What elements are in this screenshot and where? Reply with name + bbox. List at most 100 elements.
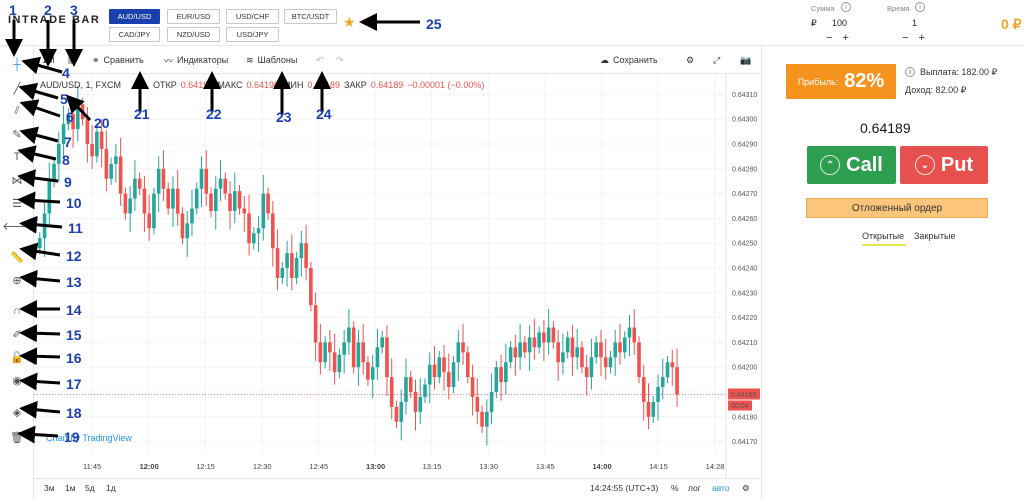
time-stepper[interactable]: − + (902, 32, 925, 44)
annotation-arrow (17, 191, 61, 210)
pair-usd-jpy[interactable]: USD/JPY (226, 27, 279, 42)
price-chart[interactable]: 0.64310 0.64300 0.64290 0.64280 0.64270 0.642… (34, 74, 760, 478)
pair-btc-usdt[interactable]: BTC/USDT (284, 9, 337, 24)
candle (147, 213, 151, 229)
candle (237, 191, 242, 209)
eye-icon[interactable]: ◉ (12, 374, 22, 387)
candle (137, 178, 142, 189)
sum-info-icon[interactable]: i (841, 2, 851, 12)
candle (442, 357, 446, 373)
range-1d[interactable]: 1д (106, 483, 116, 493)
save-button[interactable]: ☁ Сохранить (600, 46, 658, 74)
candle (394, 406, 399, 422)
percent-toggle[interactable]: % (671, 483, 679, 493)
indicators-button[interactable]: 〰 Индикаторы (164, 46, 228, 74)
pair-nzd-usd[interactable]: NZD/USD (167, 27, 220, 42)
time-input[interactable]: 1 (912, 18, 918, 28)
legend-open-label: ОТКР (153, 80, 177, 90)
candle (641, 377, 646, 402)
text-icon[interactable]: T (13, 151, 21, 163)
templates-button[interactable]: ≋ Шаблоны (246, 46, 297, 74)
annotation-number: 22 (206, 106, 222, 122)
candle (480, 411, 484, 427)
candle (599, 342, 603, 358)
put-label: Put (940, 153, 974, 176)
time-info-icon[interactable]: i (915, 2, 925, 12)
time-plus-button[interactable]: + (918, 32, 925, 44)
time-minus-button[interactable]: − (902, 32, 909, 44)
candle (180, 213, 185, 239)
sum-minus-button[interactable]: − (826, 32, 833, 44)
candle (613, 342, 618, 358)
tab-open[interactable]: Открытые (862, 231, 905, 241)
pair-aud-usd[interactable]: AUD/USD (109, 9, 160, 24)
countdown-label: 00:04 (731, 403, 749, 410)
annotation-number: 2 (44, 2, 52, 18)
candle (304, 243, 308, 268)
pair-cad-jpy[interactable]: CAD/JPY (109, 27, 160, 42)
sum-plus-button[interactable]: + (842, 32, 849, 44)
sum-input[interactable]: 100 (832, 18, 848, 28)
candle (670, 362, 675, 368)
range-3m[interactable]: 3м (44, 483, 55, 493)
camera-icon[interactable]: 📷 (740, 54, 752, 65)
candle (294, 258, 299, 278)
put-button[interactable]: ⌄ Put (900, 146, 988, 184)
annotation-number: 9 (64, 174, 72, 190)
candle (247, 213, 251, 244)
undo-icon[interactable]: ↶ (316, 54, 324, 65)
candle (518, 342, 522, 358)
candle (204, 168, 209, 194)
tab-closed[interactable]: Закрытые (914, 231, 956, 241)
auto-toggle[interactable]: авто (712, 483, 730, 493)
candle (499, 367, 503, 383)
log-toggle[interactable]: лог (688, 483, 701, 493)
pattern-icon[interactable]: ⋈ (11, 174, 23, 187)
redo-icon[interactable]: ↷ (336, 54, 344, 65)
layers-icon[interactable]: ◈ (12, 406, 22, 419)
current-price: 0.64189 (860, 120, 911, 136)
bottom-settings-icon[interactable]: ⚙ (742, 483, 750, 493)
draw-mode-icon[interactable]: ✐ (12, 328, 22, 341)
call-button[interactable]: ⌃ Call (807, 146, 896, 184)
candle (99, 131, 104, 149)
brush-icon[interactable]: ✎ (12, 128, 22, 141)
candle (275, 248, 280, 278)
candle (523, 342, 527, 353)
annotation-arrow (17, 145, 57, 163)
annotation-arrow (19, 324, 61, 343)
candle (389, 377, 394, 407)
x-tick-label: 11:45 (83, 462, 101, 471)
pair-usd-chf[interactable]: USD/CHF (226, 9, 279, 24)
crosshair-icon[interactable]: ┼ (13, 59, 21, 71)
candle (466, 352, 470, 378)
fibonacci-icon[interactable]: ⫽ (14, 104, 20, 117)
pair-eur-usd[interactable]: EUR/USD (167, 9, 220, 24)
candle (485, 411, 489, 427)
annotation-number: 18 (66, 405, 82, 421)
fullscreen-icon[interactable]: ⤢ (713, 54, 721, 65)
favorite-star-icon[interactable]: ★ (343, 14, 356, 30)
x-tick-label: 14:28 (706, 462, 725, 471)
candle (375, 347, 380, 368)
y-tick-label: 0.64260 (732, 216, 757, 223)
x-tick-label: 14:00 (592, 462, 611, 471)
compare-button[interactable]: ⚭ Сравнить (92, 46, 144, 74)
range-5d[interactable]: 5д (85, 483, 95, 493)
trend-line-icon[interactable]: ╱ (13, 82, 21, 95)
annotation-arrow (19, 99, 61, 118)
sum-stepper[interactable]: − + (826, 32, 849, 44)
prediction-icon[interactable]: ☰ (12, 197, 22, 210)
magnet-icon[interactable]: ∩ (13, 305, 21, 317)
candle (218, 178, 223, 189)
tradingview-watermark: Chart by TradingView (46, 433, 132, 443)
payout-info-icon[interactable]: i (905, 67, 915, 77)
y-tick-label: 0.64240 (732, 266, 757, 273)
settings-icon[interactable]: ⚙ (686, 54, 695, 65)
pending-order-button[interactable]: Отложенный ордер (806, 198, 988, 218)
y-tick-label: 0.64230 (732, 290, 757, 297)
range-1m[interactable]: 1м (65, 483, 76, 493)
legend-change: −0.00001 (−0.00%) (407, 80, 485, 90)
zoom-icon[interactable]: ⊕ (12, 274, 22, 287)
candle (299, 243, 304, 259)
